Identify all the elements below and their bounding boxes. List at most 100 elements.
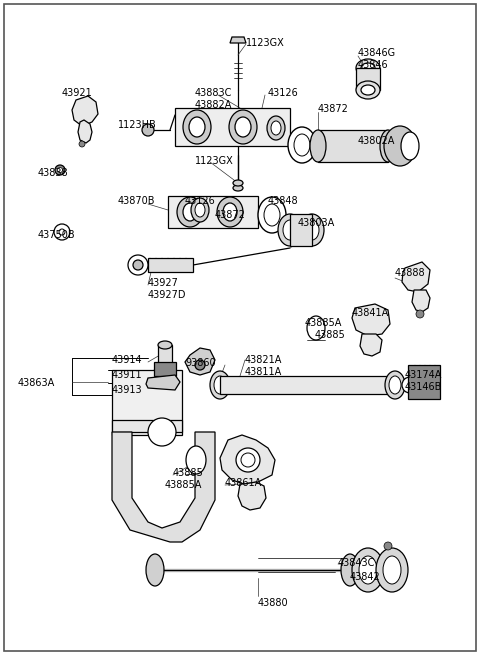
Polygon shape bbox=[78, 120, 92, 143]
Polygon shape bbox=[238, 482, 266, 510]
Text: 43883C: 43883C bbox=[195, 88, 232, 98]
Ellipse shape bbox=[183, 203, 197, 221]
Ellipse shape bbox=[158, 341, 172, 349]
Ellipse shape bbox=[361, 85, 375, 95]
Ellipse shape bbox=[352, 548, 384, 592]
Circle shape bbox=[58, 168, 62, 172]
Ellipse shape bbox=[307, 316, 325, 340]
Text: 43848: 43848 bbox=[268, 196, 299, 206]
Text: 43174A: 43174A bbox=[405, 370, 443, 380]
Circle shape bbox=[142, 124, 154, 136]
Bar bbox=[408, 365, 440, 399]
Text: 43885: 43885 bbox=[173, 468, 204, 478]
Polygon shape bbox=[352, 304, 390, 336]
Bar bbox=[168, 196, 258, 228]
Text: 43846G: 43846G bbox=[358, 48, 396, 58]
Text: 43861A: 43861A bbox=[225, 478, 262, 488]
Text: 43838: 43838 bbox=[38, 168, 69, 178]
Ellipse shape bbox=[376, 548, 408, 592]
Ellipse shape bbox=[195, 203, 205, 217]
Bar bbox=[112, 370, 182, 435]
Text: 43888: 43888 bbox=[395, 268, 426, 278]
Ellipse shape bbox=[300, 214, 324, 246]
Circle shape bbox=[79, 141, 85, 147]
Text: 1123GX: 1123GX bbox=[195, 156, 234, 166]
Circle shape bbox=[241, 453, 255, 467]
Text: 43885A: 43885A bbox=[305, 318, 342, 328]
Text: 93860: 93860 bbox=[185, 358, 216, 368]
Circle shape bbox=[55, 165, 65, 175]
Polygon shape bbox=[412, 290, 430, 312]
Text: 43882A: 43882A bbox=[195, 100, 232, 110]
Text: 43863A: 43863A bbox=[18, 378, 55, 388]
Ellipse shape bbox=[401, 132, 419, 160]
Ellipse shape bbox=[258, 197, 286, 233]
Text: 43880: 43880 bbox=[258, 598, 288, 608]
Text: 43821A: 43821A bbox=[245, 355, 282, 365]
Polygon shape bbox=[402, 262, 430, 292]
Bar bbox=[175, 108, 290, 146]
Ellipse shape bbox=[214, 376, 226, 394]
Bar bbox=[318, 130, 388, 162]
Ellipse shape bbox=[380, 130, 396, 162]
Ellipse shape bbox=[183, 110, 211, 144]
Ellipse shape bbox=[383, 556, 401, 584]
Circle shape bbox=[384, 542, 392, 550]
Ellipse shape bbox=[294, 134, 310, 156]
Ellipse shape bbox=[384, 126, 416, 166]
Text: 43872: 43872 bbox=[318, 104, 349, 114]
Text: 43870B: 43870B bbox=[118, 196, 156, 206]
Text: 43842: 43842 bbox=[350, 572, 381, 582]
Ellipse shape bbox=[356, 59, 380, 77]
Ellipse shape bbox=[359, 556, 377, 584]
Text: 43811A: 43811A bbox=[245, 367, 282, 377]
Text: 43921: 43921 bbox=[62, 88, 93, 98]
Ellipse shape bbox=[217, 197, 243, 227]
Ellipse shape bbox=[223, 203, 237, 221]
Ellipse shape bbox=[278, 214, 302, 246]
Ellipse shape bbox=[389, 376, 401, 394]
Text: 43885A: 43885A bbox=[165, 480, 203, 490]
Circle shape bbox=[148, 418, 176, 446]
Text: 43843C: 43843C bbox=[338, 558, 375, 568]
Ellipse shape bbox=[361, 63, 375, 73]
Circle shape bbox=[128, 255, 148, 275]
Bar bbox=[356, 68, 380, 90]
Text: 43146B: 43146B bbox=[405, 382, 443, 392]
Ellipse shape bbox=[235, 117, 251, 137]
Ellipse shape bbox=[210, 371, 230, 399]
Circle shape bbox=[416, 310, 424, 318]
Text: 1123HB: 1123HB bbox=[118, 120, 157, 130]
Circle shape bbox=[195, 360, 205, 370]
Text: 43841A: 43841A bbox=[352, 308, 389, 318]
Ellipse shape bbox=[288, 127, 316, 163]
Ellipse shape bbox=[177, 197, 203, 227]
Text: 43911: 43911 bbox=[112, 370, 143, 380]
Circle shape bbox=[59, 229, 65, 235]
Bar bbox=[112, 420, 182, 432]
Text: 43126: 43126 bbox=[185, 196, 216, 206]
Text: 1123GX: 1123GX bbox=[246, 38, 285, 48]
Bar bbox=[290, 214, 312, 246]
Ellipse shape bbox=[191, 198, 209, 222]
Ellipse shape bbox=[305, 220, 319, 240]
Polygon shape bbox=[72, 96, 98, 126]
Polygon shape bbox=[185, 348, 215, 375]
Circle shape bbox=[402, 377, 418, 393]
Circle shape bbox=[54, 224, 70, 240]
Ellipse shape bbox=[186, 446, 206, 474]
Text: 43126: 43126 bbox=[268, 88, 299, 98]
Polygon shape bbox=[230, 37, 246, 43]
Text: 43927D: 43927D bbox=[148, 290, 187, 300]
Ellipse shape bbox=[229, 110, 257, 144]
Ellipse shape bbox=[264, 204, 280, 226]
Text: 43846: 43846 bbox=[358, 60, 389, 70]
Circle shape bbox=[236, 448, 260, 472]
Ellipse shape bbox=[233, 185, 243, 191]
Ellipse shape bbox=[385, 371, 405, 399]
Ellipse shape bbox=[271, 121, 281, 135]
Ellipse shape bbox=[356, 81, 380, 99]
Bar bbox=[154, 362, 176, 376]
Text: 43913: 43913 bbox=[112, 385, 143, 395]
Text: 43927: 43927 bbox=[148, 278, 179, 288]
